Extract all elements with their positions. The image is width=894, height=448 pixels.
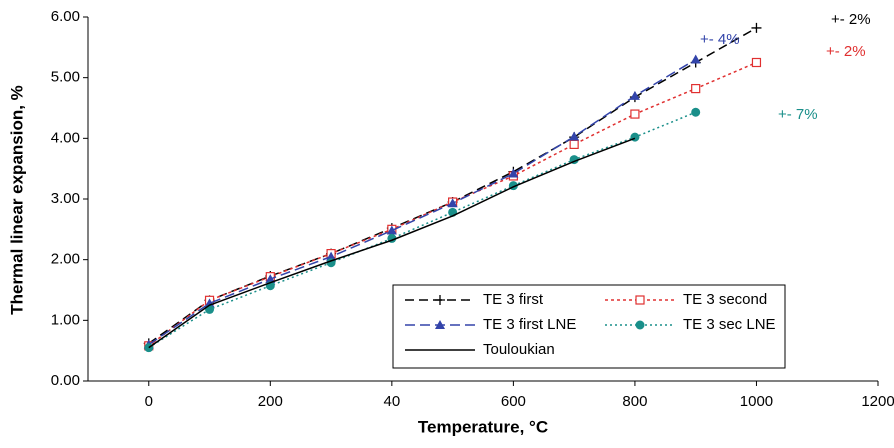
marker	[447, 198, 458, 208]
marker	[635, 320, 645, 330]
x-tick-label: 800	[622, 393, 647, 410]
x-tick-label: 200	[258, 393, 283, 410]
x-tick-label: 600	[501, 393, 526, 410]
y-tick-label: 3.00	[51, 190, 80, 207]
y-tick-label: 6.00	[51, 8, 80, 25]
annotation: +- 2%	[831, 11, 871, 28]
legend-box	[392, 284, 786, 369]
marker	[630, 109, 640, 119]
marker	[265, 274, 276, 284]
marker	[751, 22, 762, 33]
marker	[435, 320, 445, 329]
marker	[751, 57, 762, 68]
marker	[569, 131, 580, 141]
legend-label: TE 3 first LNE	[483, 316, 576, 333]
series-line	[148, 137, 636, 349]
series-line	[148, 111, 696, 349]
x-tick-label: 1000	[740, 393, 773, 410]
y-tick-label: 1.00	[51, 311, 80, 328]
y-tick-label: 4.00	[51, 129, 80, 146]
annotation: +- 4%	[700, 31, 740, 48]
marker	[435, 295, 445, 305]
marker	[629, 90, 640, 100]
legend-label: TE 3 sec LNE	[683, 316, 776, 333]
x-tick-label: 1200	[861, 393, 894, 410]
marker	[569, 139, 579, 149]
marker	[508, 168, 519, 178]
marker	[691, 107, 701, 117]
marker	[386, 225, 397, 235]
marker	[691, 83, 701, 94]
marker	[326, 251, 337, 261]
marker	[205, 304, 215, 314]
series-line	[148, 58, 697, 346]
annotation: +- 7%	[778, 106, 818, 123]
y-tick-label: 2.00	[51, 251, 80, 268]
y-tick-label: 5.00	[51, 69, 80, 86]
y-tick-label: 0.00	[51, 372, 80, 389]
legend-label: TE 3 second	[683, 291, 767, 308]
annotation: +- 2%	[826, 43, 866, 60]
marker	[204, 298, 215, 308]
x-axis-title: Temperature, °C	[418, 417, 548, 436]
marker	[635, 295, 645, 305]
marker	[690, 54, 701, 64]
legend-label: TE 3 first	[483, 291, 544, 308]
legend-label: Touloukian	[483, 341, 555, 358]
x-tick-label: 0	[145, 393, 153, 410]
y-axis-title: Thermal linear expansion, %	[7, 85, 26, 315]
x-tick-label: 40	[384, 393, 401, 410]
